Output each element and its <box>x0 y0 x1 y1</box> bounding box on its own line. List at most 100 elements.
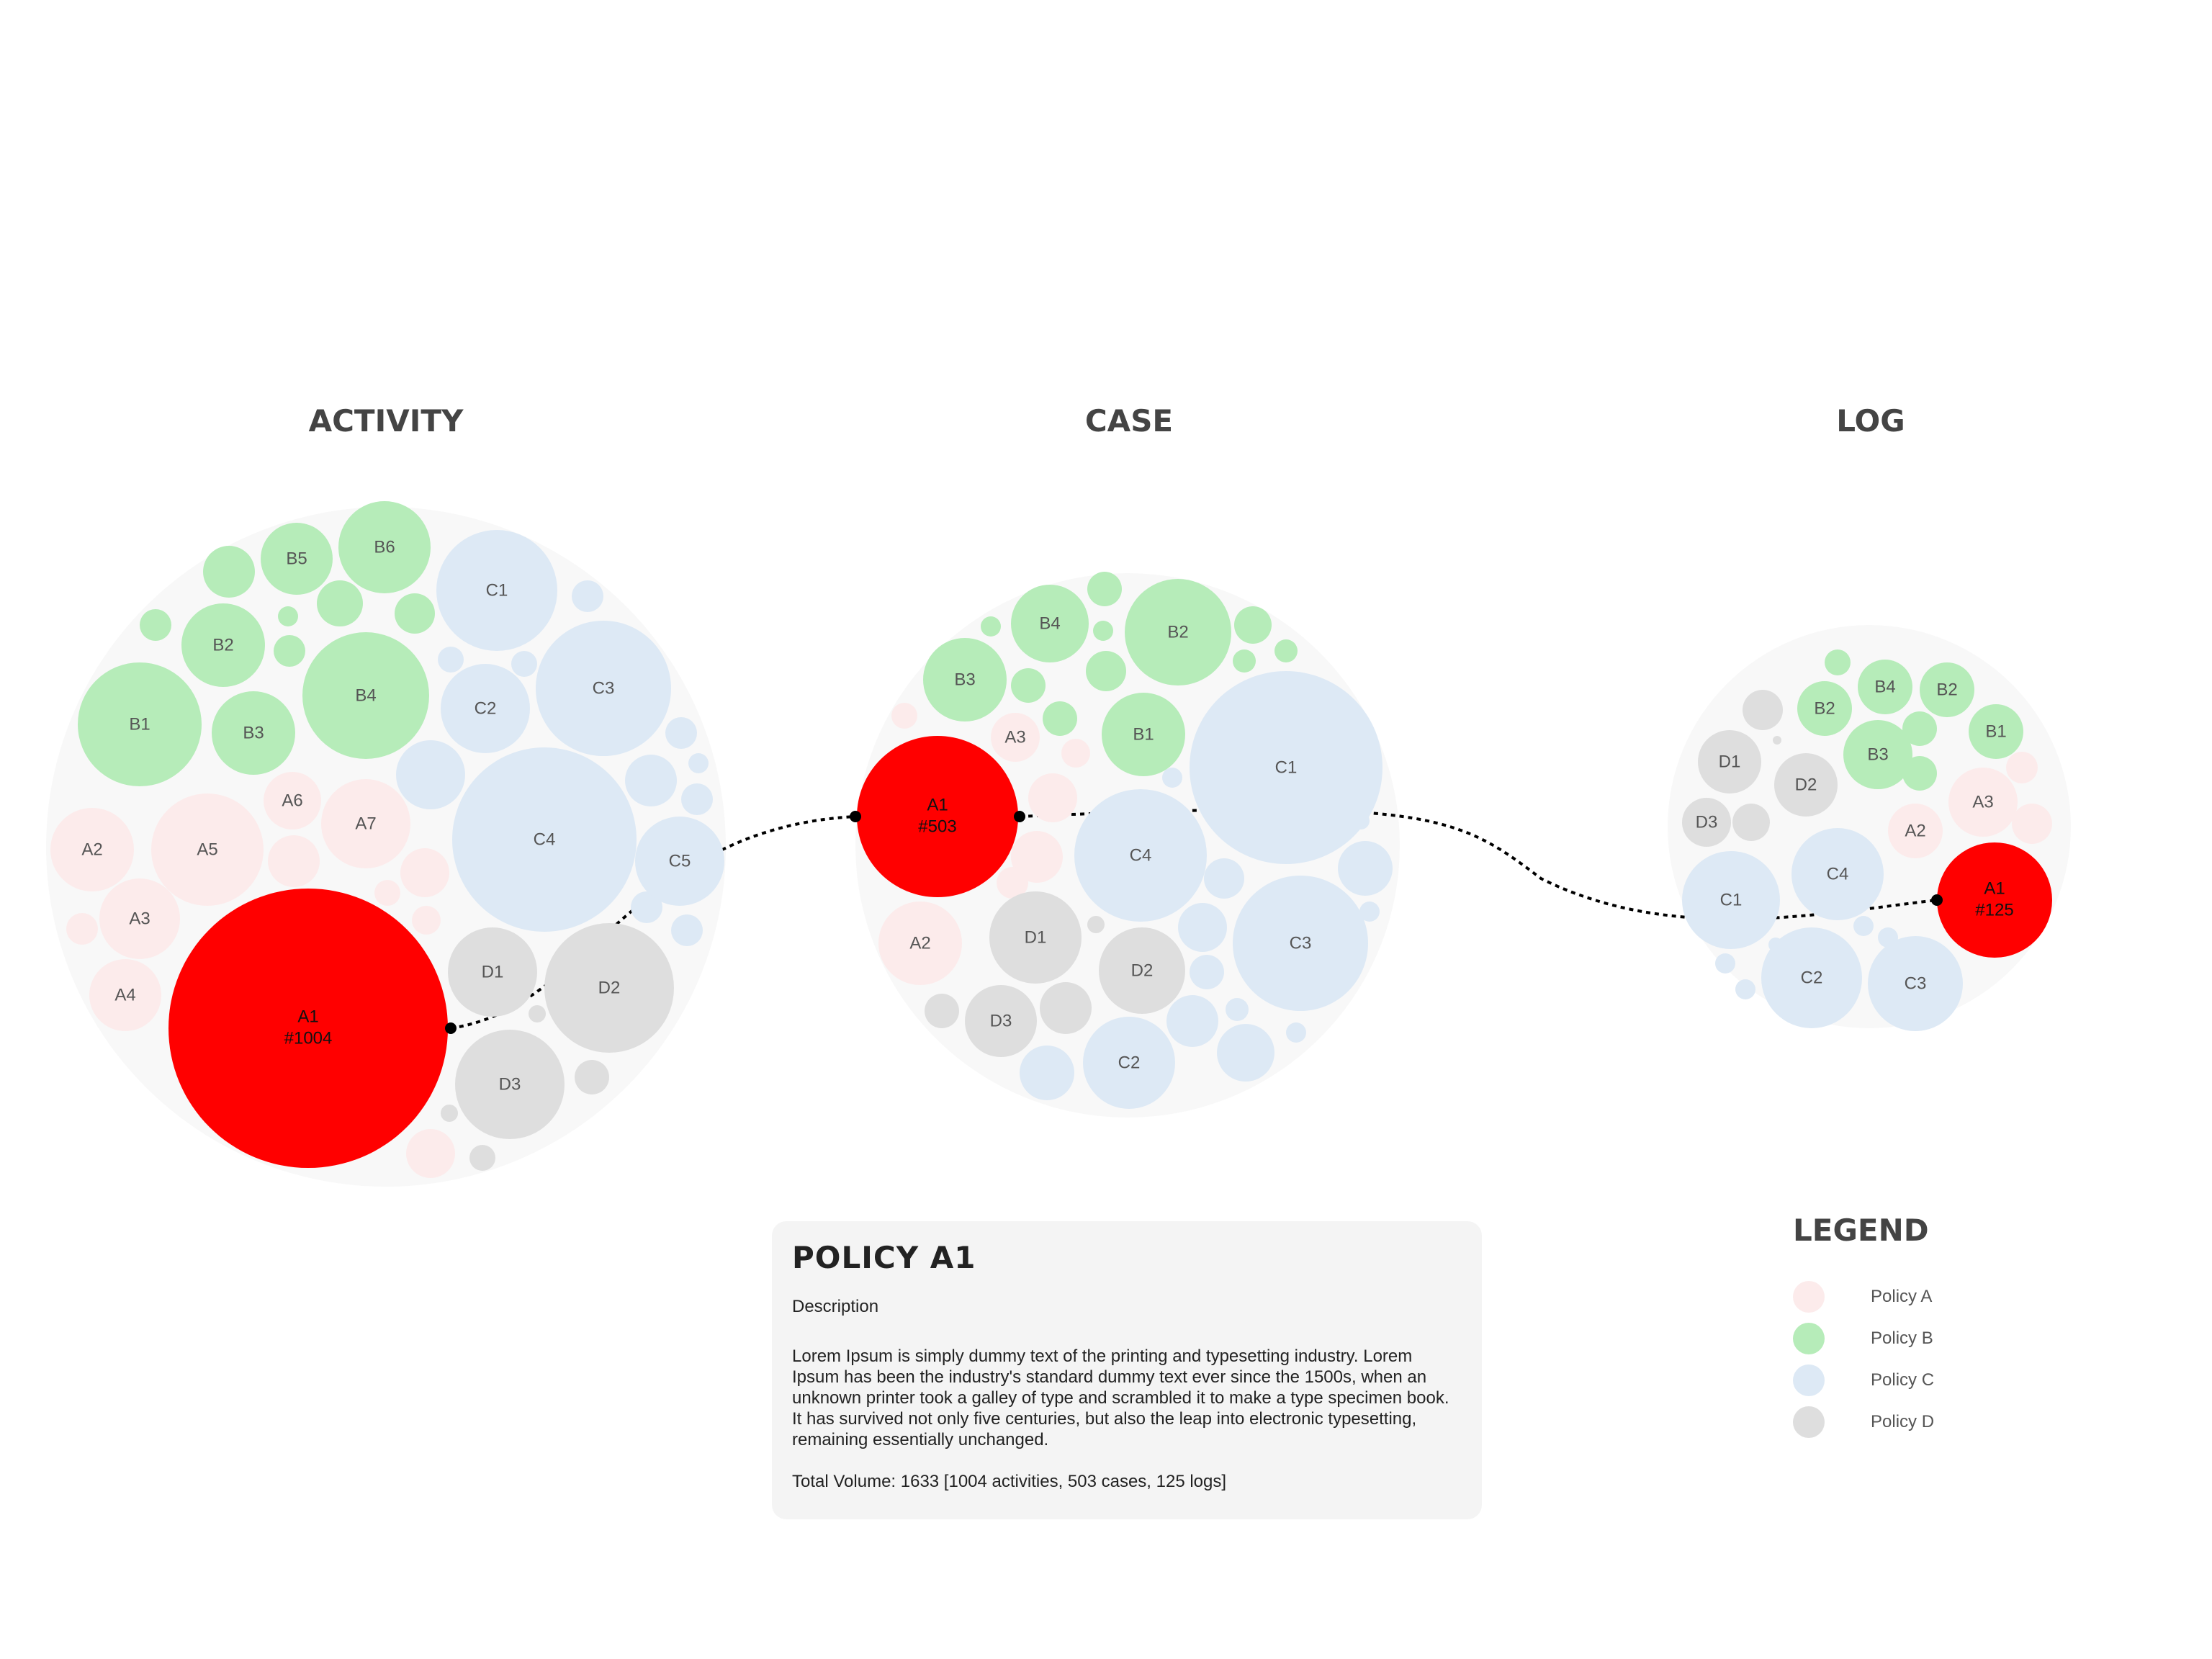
bubble-label: A4 <box>114 985 135 1004</box>
bubble-label: B1 <box>129 714 150 734</box>
policy-d-bubble <box>441 1105 458 1122</box>
policy-a-swatch <box>1793 1281 1825 1313</box>
policy-c-bubble <box>631 891 662 923</box>
policy-c-bubble <box>1162 768 1182 788</box>
policy-d-bubble <box>1732 804 1770 841</box>
bubble-a3 <box>1948 768 2018 837</box>
policy-b-bubble <box>1093 621 1113 641</box>
bubble-label: B2 <box>212 635 233 655</box>
policy-b-bubble <box>203 546 255 598</box>
bubble-b6 <box>338 501 431 593</box>
policy-d-bubble <box>925 994 959 1028</box>
bubble-b4 <box>1011 585 1089 662</box>
policy-d-bubble <box>1040 982 1092 1034</box>
bubble-b2 <box>1125 579 1231 685</box>
policy-c-bubble <box>1190 955 1224 989</box>
bubble-b1 <box>1102 693 1185 776</box>
bubble-label: B2 <box>1167 622 1188 642</box>
bubble-a2 <box>50 808 134 891</box>
bubble-label: B2 <box>1814 698 1835 718</box>
policy-a-bubble <box>412 906 441 935</box>
policy-info-panel: POLICY A1 Description Lorem Ipsum is sim… <box>772 1221 1482 1519</box>
bubble-label: B1 <box>1985 721 2006 741</box>
highlight-label: A1 <box>1984 878 2005 898</box>
group-title-case: CASE <box>1084 403 1174 439</box>
policy-b-bubble <box>1086 651 1126 691</box>
bubble-d3 <box>965 985 1037 1057</box>
legend-label: Policy A <box>1871 1287 1933 1306</box>
legend-item-policy-c[interactable]: Policy C <box>1793 1360 2081 1402</box>
policy-b-bubble <box>1902 756 1937 791</box>
policy-c-bubble <box>1178 903 1227 952</box>
policy-title: POLICY A1 <box>792 1240 976 1275</box>
policy-b-bubble <box>1234 606 1272 644</box>
bubble-d2 <box>1774 753 1838 817</box>
legend-label: Policy B <box>1871 1328 1933 1348</box>
legend-item-policy-a[interactable]: Policy A <box>1793 1277 2081 1318</box>
bubble-label: C4 <box>1130 845 1152 865</box>
group-title-log: LOG <box>1836 403 1905 439</box>
bubble-label: C1 <box>486 580 508 600</box>
bubble-group-log: B4 B2 B2 B1 D1 B3 D2 A3 D3 A2 C4 C1 C2 C3 A1#125 <box>1682 649 2052 1031</box>
policy-d-bubble <box>575 1060 609 1094</box>
bubble-b4 <box>302 632 429 759</box>
legend-item-policy-d[interactable]: Policy D <box>1793 1402 2081 1444</box>
bubble-a4 <box>89 959 161 1031</box>
policy-d-bubble <box>529 1005 546 1022</box>
bubble-group-case: B4 B2 B3 A3 B1 C1 C4 A2 D1 D2 C3 D3 C2 A1 #503 <box>857 572 1393 1109</box>
bubble-label: A3 <box>129 909 150 928</box>
link-node <box>445 1022 457 1034</box>
bubble-a2 <box>878 902 962 985</box>
policy-c-bubble <box>1217 1024 1274 1082</box>
policy-a-bubble <box>66 913 98 945</box>
bubble-label: D1 <box>482 962 504 981</box>
policy-b-bubble <box>140 609 171 641</box>
bubble-label: A6 <box>282 791 302 810</box>
policy-c-bubble <box>681 783 713 815</box>
policy-d-bubble <box>469 1145 495 1171</box>
bubble-a2 <box>1888 804 1943 858</box>
policy-c-bubble <box>438 647 464 673</box>
bubble-label: D2 <box>598 978 621 997</box>
bubble-c4 <box>1791 828 1884 920</box>
bubble-label: A2 <box>1905 821 1925 840</box>
policy-c-bubble <box>572 580 603 612</box>
bubble-label: B5 <box>286 549 307 568</box>
highlight-count: #125 <box>1975 900 2013 920</box>
bubble-d1 <box>989 891 1082 984</box>
bubble-c1 <box>1682 851 1780 949</box>
policy-a-bubble <box>406 1129 455 1178</box>
policy-a-bubble <box>1011 831 1063 883</box>
bubble-label: C4 <box>1827 864 1849 884</box>
policy-c-swatch <box>1793 1364 1825 1396</box>
legend: LEGEND Policy A Policy B Policy C Policy… <box>1793 1213 2081 1444</box>
policy-d-swatch <box>1793 1406 1825 1438</box>
bubble-label: A3 <box>1004 727 1025 747</box>
bubble-b4 <box>1858 660 1912 714</box>
legend-item-policy-b[interactable]: Policy B <box>1793 1318 2081 1360</box>
bubble-label: C4 <box>534 830 556 849</box>
policy-c-bubble <box>1735 979 1755 999</box>
bubble-label: B3 <box>1867 745 1888 764</box>
bubble-b3 <box>1843 720 1912 789</box>
policy-c-bubble <box>1338 841 1393 896</box>
link-node <box>1014 811 1025 822</box>
bubble-label: D3 <box>990 1011 1012 1030</box>
policy-b-bubble <box>1233 649 1256 673</box>
highlight-bubble-a1 <box>168 889 448 1168</box>
bubble-label: C2 <box>475 698 497 718</box>
bubble-label: C5 <box>669 851 691 871</box>
policy-c-bubble <box>1359 902 1380 922</box>
policy-b-bubble <box>1087 572 1122 606</box>
bubble-b1 <box>78 662 202 786</box>
bubble-label: C3 <box>1290 933 1312 953</box>
bubble-label: C2 <box>1118 1053 1141 1072</box>
bubble-c3 <box>1868 936 1963 1031</box>
bubble-c2 <box>1083 1017 1175 1109</box>
description-text: Lorem Ipsum is simply dummy text of the … <box>792 1346 1449 1449</box>
legend-label: Policy D <box>1871 1412 1935 1431</box>
bubble-label: D3 <box>499 1074 521 1094</box>
bubble-b2 <box>1797 681 1852 736</box>
policy-b-bubble <box>395 593 435 634</box>
